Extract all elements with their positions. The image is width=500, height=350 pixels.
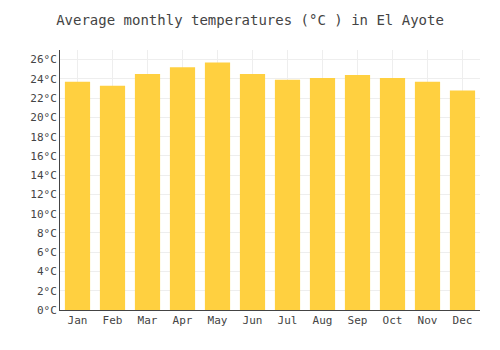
svg-text:Jul: Jul bbox=[278, 314, 298, 327]
svg-text:Feb: Feb bbox=[103, 314, 123, 327]
svg-text:16°C: 16°C bbox=[30, 150, 57, 163]
svg-text:4°C: 4°C bbox=[37, 265, 57, 278]
svg-text:18°C: 18°C bbox=[30, 131, 57, 144]
svg-text:20°C: 20°C bbox=[30, 111, 57, 124]
svg-text:12°C: 12°C bbox=[30, 188, 57, 201]
svg-text:Aug: Aug bbox=[313, 314, 333, 327]
svg-text:0°C: 0°C bbox=[37, 304, 57, 317]
svg-text:Oct: Oct bbox=[383, 314, 403, 327]
svg-text:Jan: Jan bbox=[68, 314, 88, 327]
svg-text:14°C: 14°C bbox=[30, 169, 57, 182]
svg-text:Dec: Dec bbox=[453, 314, 473, 327]
svg-text:6°C: 6°C bbox=[37, 246, 57, 259]
svg-text:26°C: 26°C bbox=[30, 53, 57, 66]
svg-text:Mar: Mar bbox=[138, 314, 158, 327]
svg-text:Sep: Sep bbox=[348, 314, 368, 327]
svg-text:May: May bbox=[208, 314, 228, 327]
svg-text:2°C: 2°C bbox=[37, 285, 57, 298]
svg-text:24°C: 24°C bbox=[30, 73, 57, 86]
svg-text:8°C: 8°C bbox=[37, 227, 57, 240]
svg-text:Jun: Jun bbox=[243, 314, 263, 327]
svg-text:Nov: Nov bbox=[418, 314, 438, 327]
svg-text:Apr: Apr bbox=[173, 314, 193, 327]
svg-text:10°C: 10°C bbox=[30, 208, 57, 221]
svg-text:22°C: 22°C bbox=[30, 92, 57, 105]
svg-text:Average monthly temperatures (: Average monthly temperatures (°C ) in El… bbox=[56, 12, 444, 28]
